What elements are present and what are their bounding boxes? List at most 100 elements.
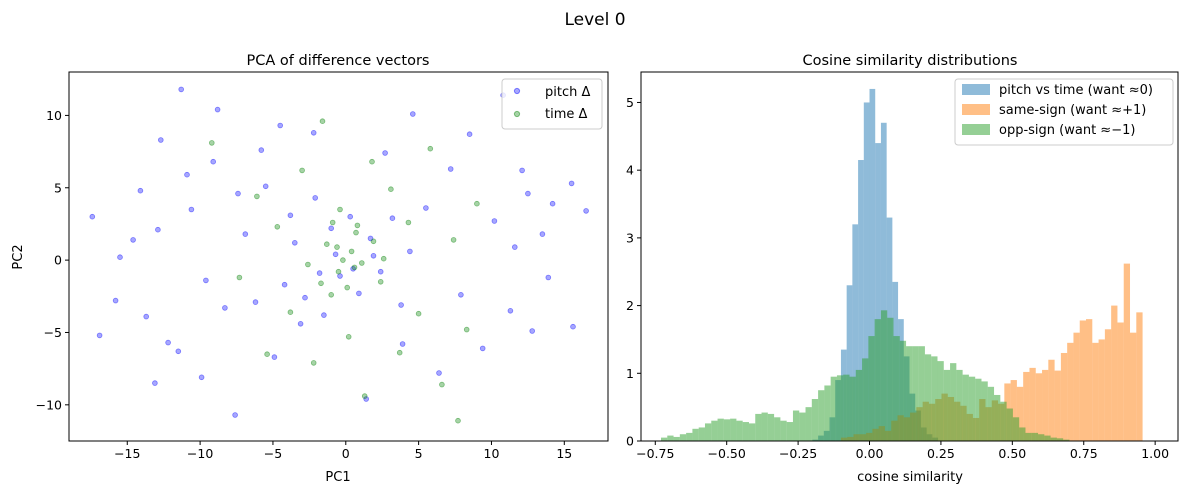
pitch-point — [130, 237, 136, 243]
time-point — [287, 309, 294, 316]
same-sign-bar — [1104, 329, 1112, 441]
scatter-x-tick-label: −15 — [114, 446, 140, 461]
time-point — [305, 261, 311, 268]
time-point — [345, 333, 352, 340]
opp-sign-bar — [686, 432, 693, 441]
time-point — [353, 229, 359, 236]
pitch-point — [337, 273, 343, 279]
opp-sign-bar — [736, 420, 743, 441]
pitch-point — [525, 190, 531, 197]
histogram-x-ticks: −0.75 −0.50 −0.25 0.00 0.25 0.50 0.75 1.00 — [636, 441, 1169, 461]
pitch-vs-time-bar — [863, 102, 870, 441]
opp-sign-bar — [962, 374, 969, 441]
pitch-point — [152, 380, 158, 386]
time-point — [319, 118, 326, 124]
pitch-point — [568, 180, 575, 187]
same-sign-bar — [1060, 352, 1068, 441]
pitch-vs-time-bar — [880, 122, 887, 441]
histogram-x-tick-label: 0.00 — [856, 446, 884, 461]
opp-sign-bar — [855, 369, 863, 441]
pitch-point — [347, 213, 354, 220]
pitch-point — [175, 348, 182, 355]
same-sign-bar — [1023, 371, 1030, 441]
scatter-x-tick-label: −10 — [187, 446, 213, 461]
pitch-point — [222, 305, 228, 311]
opp-sign-bar — [1063, 439, 1070, 441]
opp-sign-bar — [679, 434, 687, 441]
pitch-point — [529, 328, 535, 334]
scatter-ylabel: PC2 — [11, 244, 26, 269]
same-sign-bar — [1136, 312, 1143, 441]
time-point — [209, 140, 215, 146]
opp-sign-bar — [748, 423, 756, 441]
pitch-point — [332, 251, 339, 258]
pitch-point — [447, 166, 454, 172]
pitch-point — [570, 323, 576, 330]
legend-swatch-pitch-vs-time — [962, 84, 990, 95]
pitch-point — [466, 131, 473, 138]
same-sign-bar — [1086, 319, 1093, 441]
opp-sign-bar — [660, 437, 668, 441]
opp-sign-bar — [811, 399, 819, 441]
legend-marker-time — [513, 110, 521, 118]
pitch-point — [96, 332, 103, 339]
time-point — [474, 200, 480, 207]
pitch-point — [117, 254, 123, 261]
scatter-legend: pitch Δ time Δ — [501, 78, 603, 130]
opp-sign-bar — [862, 358, 869, 441]
time-point — [354, 222, 361, 229]
legend-label-same-sign: same-sign (want ≈+1) — [999, 103, 1146, 118]
same-sign-bar — [1029, 367, 1036, 441]
opp-sign-bar — [849, 376, 856, 441]
pitch-vs-time-bar — [869, 88, 876, 442]
pitch-point — [350, 265, 356, 272]
same-sign-bar — [1092, 342, 1099, 441]
time-point — [335, 268, 342, 275]
opp-sign-bar — [667, 435, 674, 441]
pitch-point — [137, 187, 144, 194]
time-point — [380, 255, 387, 262]
pitch-point — [382, 150, 388, 156]
pitch-point — [519, 167, 525, 174]
pitch-point — [235, 190, 241, 197]
legend-label-time: time Δ — [545, 107, 588, 122]
opp-sign-bar — [1044, 435, 1051, 441]
pitch-point — [214, 106, 221, 113]
opp-sign-bar — [931, 356, 938, 441]
same-sign-bar — [1130, 332, 1137, 441]
pitch-point — [89, 213, 96, 220]
scatter-x-tick-label: 10 — [484, 446, 500, 461]
scatter-x-tick-label: −5 — [264, 446, 282, 461]
time-point — [427, 145, 434, 152]
scatter-y-tick-label: −10 — [36, 397, 62, 412]
opp-sign-bar — [981, 381, 988, 441]
pitch-point — [549, 200, 556, 207]
pitch-point — [310, 130, 317, 136]
time-point — [323, 241, 330, 248]
opp-sign-bar — [774, 417, 781, 441]
opp-sign-bar — [711, 420, 718, 441]
pitch-point — [281, 281, 288, 288]
histogram-title: Cosine similarity distributions — [802, 53, 1017, 69]
histogram-x-tick-label: −0.50 — [708, 446, 746, 461]
time-point — [463, 326, 470, 333]
pitch-point — [407, 248, 413, 255]
opp-sign-bar — [887, 317, 894, 441]
scatter-x-tick-label: 0 — [342, 446, 350, 461]
histogram-y-tick-label: 3 — [626, 230, 634, 245]
opp-sign-bar — [786, 422, 793, 441]
pitch-point — [112, 297, 119, 304]
opp-sign-bar — [755, 413, 762, 441]
opp-sign-bar — [723, 419, 731, 441]
opp-sign-bar — [780, 420, 787, 441]
figure-title: Level 0 — [564, 10, 625, 30]
scatter-x-tick-label: 5 — [415, 446, 423, 461]
pitch-point — [287, 212, 294, 219]
opp-sign-bar — [1031, 432, 1039, 441]
opp-sign-bar — [956, 369, 963, 441]
histogram-y-ticks: 0 1 2 3 4 5 — [626, 95, 641, 449]
time-point — [377, 278, 384, 285]
same-sign-bar — [1098, 339, 1105, 441]
pitch-point — [203, 277, 209, 284]
